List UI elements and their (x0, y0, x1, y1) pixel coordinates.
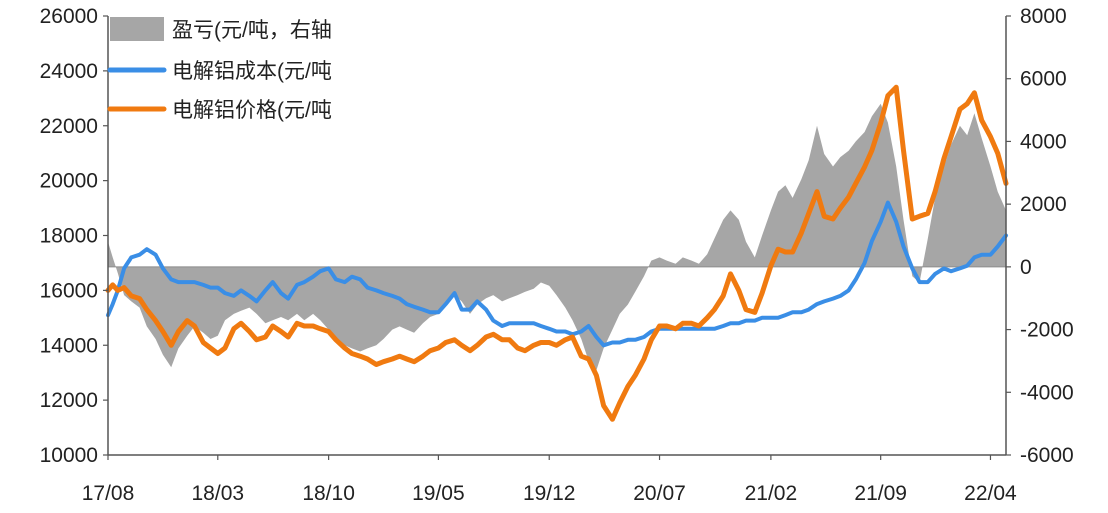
x-tick-label: 19/12 (523, 482, 576, 505)
legend-label: 电解铝成本(元/吨 (172, 60, 332, 83)
x-tick-label: 18/03 (192, 482, 245, 505)
right-axis-ticks: -6000 -4000 -2000 0 2000 4000 6000 8000 (1006, 5, 1074, 467)
legend-profit-swatch (110, 17, 164, 41)
right-tick-label: 0 (1020, 256, 1032, 279)
right-tick-label: -6000 (1020, 444, 1074, 467)
right-tick-label: 6000 (1020, 68, 1067, 91)
x-tick-label: 19/05 (412, 482, 465, 505)
x-tick-label: 21/09 (854, 482, 907, 505)
left-tick-label: 26000 (40, 5, 98, 28)
right-tick-label: -4000 (1020, 381, 1074, 404)
left-axis-ticks: 10000 12000 14000 16000 18000 20000 22000 24000… (40, 5, 108, 467)
right-tick-label: -2000 (1020, 319, 1074, 342)
x-tick-label: 18/10 (302, 482, 355, 505)
x-tick-label: 22/04 (964, 482, 1017, 505)
left-tick-label: 18000 (40, 225, 98, 248)
x-tick-label: 21/02 (745, 482, 798, 505)
price-cost-lines-group (105, 84, 1009, 422)
left-tick-label: 24000 (40, 60, 98, 83)
left-tick-label: 12000 (40, 389, 98, 412)
x-tick-label: 17/08 (82, 482, 135, 505)
left-tick-label: 20000 (40, 170, 98, 193)
right-tick-label: 8000 (1020, 5, 1067, 28)
cost-line-series (106, 200, 1008, 348)
legend-label: 电解铝价格(元/吨 (172, 99, 332, 122)
left-tick-label: 16000 (40, 279, 98, 302)
x-tick-label: 20/07 (633, 482, 686, 505)
right-tick-label: 4000 (1020, 130, 1067, 153)
profit-area-series (108, 103, 1006, 371)
legend-label: 盈亏(元/吨，右轴 (172, 19, 332, 42)
left-tick-label: 14000 (40, 334, 98, 357)
left-tick-label: 10000 (40, 444, 98, 467)
x-axis-ticks: 17/08 18/03 18/10 19/05 19/12 20/07 21/02 21/09… (82, 455, 1017, 505)
profit-area-group (108, 103, 1006, 371)
price-line-series (105, 84, 1009, 422)
left-tick-label: 22000 (40, 115, 98, 138)
right-tick-label: 2000 (1020, 193, 1067, 216)
